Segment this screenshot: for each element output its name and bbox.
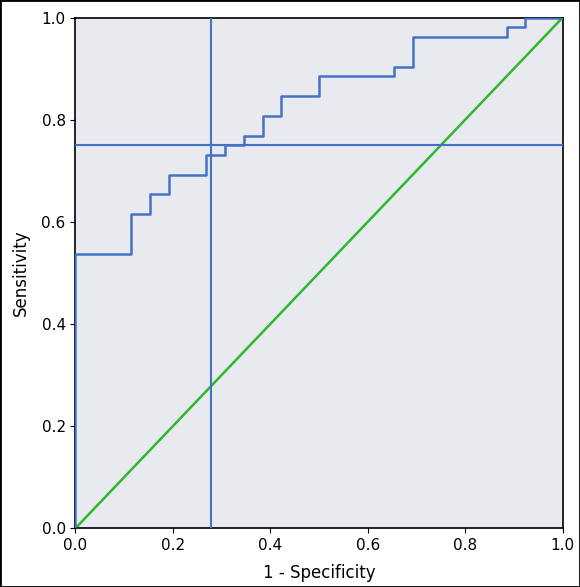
X-axis label: 1 - Specificity: 1 - Specificity — [263, 564, 375, 582]
Y-axis label: Sensitivity: Sensitivity — [12, 230, 30, 316]
